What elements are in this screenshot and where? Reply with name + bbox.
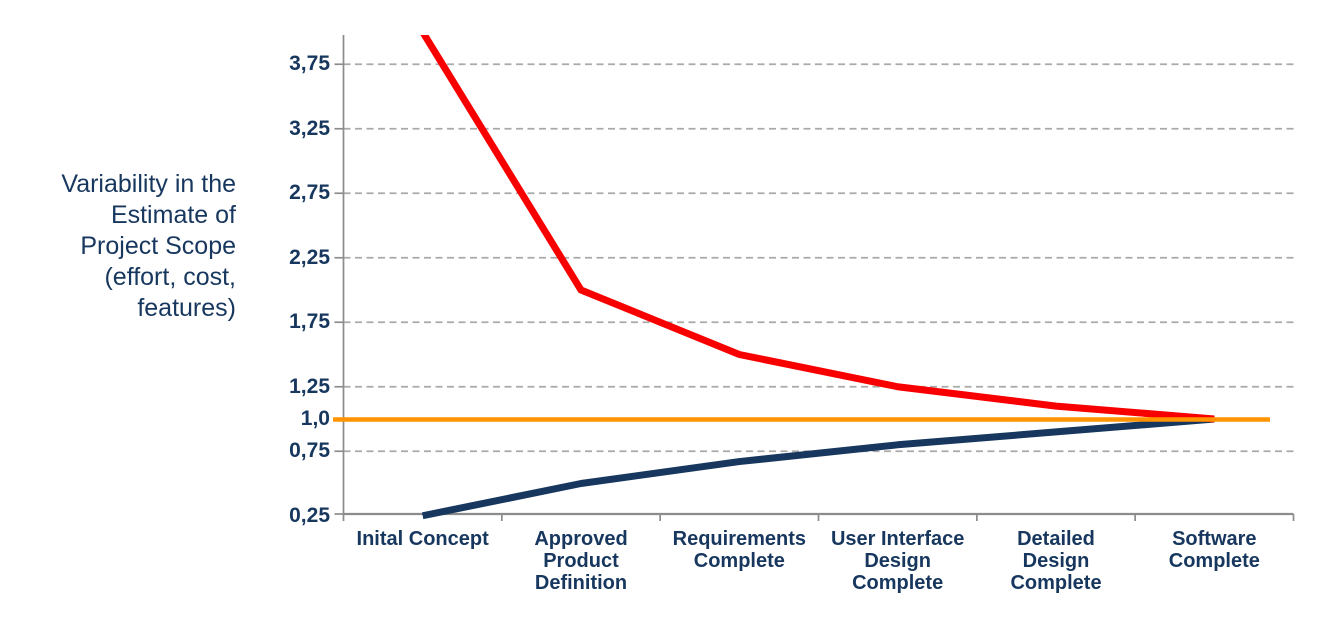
y-tick-label: 1,75 xyxy=(289,310,330,334)
x-category-label: Requirements Complete xyxy=(659,528,819,572)
annotation-line: (effort, cost, xyxy=(104,263,236,291)
x-category-label: Approved Product Definition xyxy=(501,528,661,594)
x-category-label-line: Detailed xyxy=(1017,528,1095,550)
x-category-label-line: Product xyxy=(543,550,619,572)
series-line-lower-bound xyxy=(421,415,1215,520)
x-category-label-line: Requirements xyxy=(672,528,807,550)
annotation-line: Project Scope xyxy=(80,232,236,260)
x-category-label-line: Complete xyxy=(693,550,785,572)
annotation-line: Variability in the xyxy=(61,170,236,198)
y-tick-label: 2,25 xyxy=(289,245,330,269)
y-tick-label: 0,75 xyxy=(289,439,330,463)
x-category-label-line: Design xyxy=(864,550,931,572)
y-tick-label: 1,25 xyxy=(289,374,330,398)
x-category-label-line: Definition xyxy=(534,572,628,594)
x-category-label: Inital Concept xyxy=(343,528,503,550)
x-category-label-line: Software xyxy=(1172,528,1257,550)
x-category-label-line: Complete xyxy=(1010,572,1102,594)
x-category-label-line: Design xyxy=(1022,550,1090,572)
y-tick-label: 2,75 xyxy=(289,181,330,205)
x-category-label-line: Inital Concept xyxy=(356,528,489,550)
x-category-label: User Interface Design Complete xyxy=(818,528,978,594)
y-axis-annotation: Variability in the Estimate of Project Sco… xyxy=(8,169,236,324)
y-tick-label: 3,75 xyxy=(289,52,330,76)
x-category-label-line: Complete xyxy=(1168,550,1260,572)
x-category-label: Software Complete xyxy=(1134,528,1294,572)
y-tick-label: 1,0 xyxy=(300,407,330,430)
x-category-label: Detailed Design Complete xyxy=(976,528,1136,594)
y-tick-label: 3,25 xyxy=(289,116,330,140)
x-category-label-line: User Interface xyxy=(830,528,965,550)
x-category-label-line: Complete xyxy=(852,572,944,594)
y-tick-label: 0,25 xyxy=(289,503,330,527)
x-category-label-line: Approved xyxy=(534,528,628,550)
series-line-upper-bound xyxy=(420,35,1215,423)
annotation-line: Estimate of xyxy=(110,201,236,229)
annotation-line: features) xyxy=(137,294,236,322)
